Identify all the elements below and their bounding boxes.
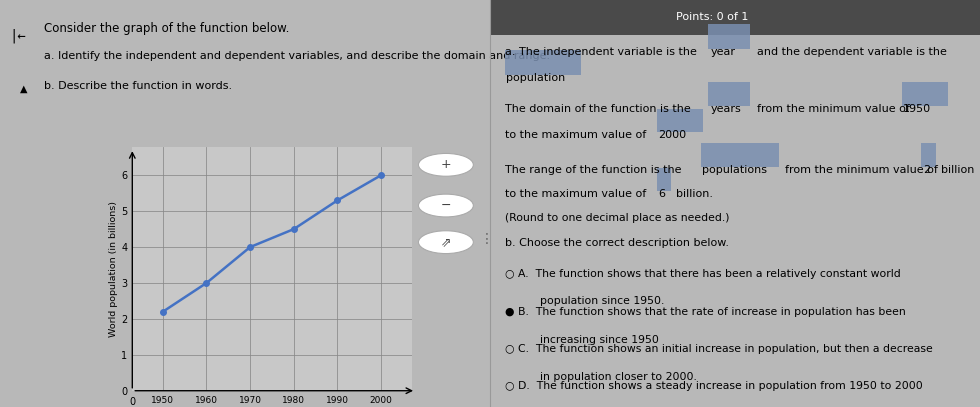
Text: population since 1950.: population since 1950.: [541, 296, 664, 306]
Text: The domain of the function is the: The domain of the function is the: [505, 104, 691, 114]
Text: |←: |←: [10, 28, 26, 43]
Text: and the dependent variable is the: and the dependent variable is the: [758, 47, 947, 57]
Text: in population closer to 2000.: in population closer to 2000.: [541, 372, 698, 382]
Text: population: population: [506, 73, 565, 83]
Text: years: years: [710, 104, 741, 114]
Text: ○ A.  The function shows that there has been a relatively constant world: ○ A. The function shows that there has b…: [505, 269, 901, 279]
Text: from the minimum value of: from the minimum value of: [785, 165, 938, 175]
Text: ○ D.  The function shows a steady increase in population from 1950 to 2000: ○ D. The function shows a steady increas…: [505, 381, 922, 391]
Text: The range of the function is the: The range of the function is the: [505, 165, 681, 175]
Text: 2000: 2000: [659, 130, 686, 140]
Text: ⋮: ⋮: [480, 232, 494, 246]
Text: 2: 2: [923, 165, 930, 175]
FancyBboxPatch shape: [921, 143, 936, 167]
Text: ● B.  The function shows that the rate of increase in population has been: ● B. The function shows that the rate of…: [505, 307, 906, 317]
Text: (Round to one decimal place as needed.): (Round to one decimal place as needed.): [505, 213, 729, 223]
Text: 1950: 1950: [904, 104, 931, 114]
Text: from the minimum value of: from the minimum value of: [758, 104, 909, 114]
Text: to the maximum value of: to the maximum value of: [505, 130, 646, 140]
FancyBboxPatch shape: [708, 82, 750, 106]
Text: to the maximum value of: to the maximum value of: [505, 189, 646, 199]
Text: 0: 0: [129, 397, 135, 407]
FancyBboxPatch shape: [657, 109, 704, 132]
Y-axis label: World population (in billions): World population (in billions): [110, 201, 119, 337]
Text: ▲: ▲: [20, 83, 27, 94]
Text: populations: populations: [702, 165, 767, 175]
FancyBboxPatch shape: [657, 168, 671, 191]
Text: a. The independent variable is the: a. The independent variable is the: [505, 47, 697, 57]
FancyBboxPatch shape: [708, 24, 750, 49]
Text: ⇗: ⇗: [441, 236, 451, 249]
Text: 6: 6: [659, 189, 665, 199]
Text: b. Describe the function in words.: b. Describe the function in words.: [44, 81, 232, 92]
Text: b. Choose the correct description below.: b. Choose the correct description below.: [505, 238, 729, 248]
Text: +: +: [441, 158, 451, 171]
Text: a. Identify the independent and dependent variables, and describe the domain and: a. Identify the independent and dependen…: [44, 51, 550, 61]
Text: −: −: [441, 199, 451, 212]
Text: year: year: [710, 47, 736, 57]
Text: billion: billion: [941, 165, 974, 175]
FancyBboxPatch shape: [902, 82, 949, 106]
Text: billion.: billion.: [676, 189, 713, 199]
Text: Consider the graph of the function below.: Consider the graph of the function below…: [44, 22, 289, 35]
FancyBboxPatch shape: [505, 50, 580, 75]
FancyBboxPatch shape: [701, 143, 779, 167]
Text: increasing since 1950: increasing since 1950: [541, 335, 660, 345]
Text: ○ C.  The function shows an initial increase in population, but then a decrease: ○ C. The function shows an initial incre…: [505, 344, 932, 354]
FancyBboxPatch shape: [490, 0, 980, 35]
Text: Points: 0 of 1: Points: 0 of 1: [676, 12, 749, 22]
